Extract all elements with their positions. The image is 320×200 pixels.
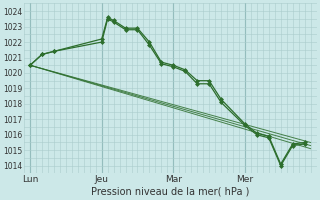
X-axis label: Pression niveau de la mer( hPa ): Pression niveau de la mer( hPa ): [91, 187, 250, 197]
